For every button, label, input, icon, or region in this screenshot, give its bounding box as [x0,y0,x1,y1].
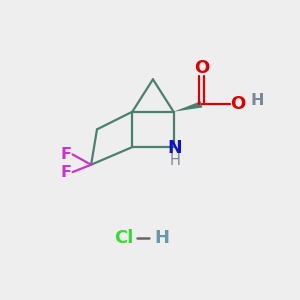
Text: H: H [250,93,264,108]
Text: H: H [169,153,181,168]
Text: Cl: Cl [114,229,133,247]
Text: N: N [168,139,182,157]
Text: O: O [230,95,246,113]
Text: H: H [154,229,169,247]
Polygon shape [174,101,202,112]
Text: F: F [61,147,72,162]
Text: F: F [61,165,72,180]
Text: O: O [194,59,209,77]
